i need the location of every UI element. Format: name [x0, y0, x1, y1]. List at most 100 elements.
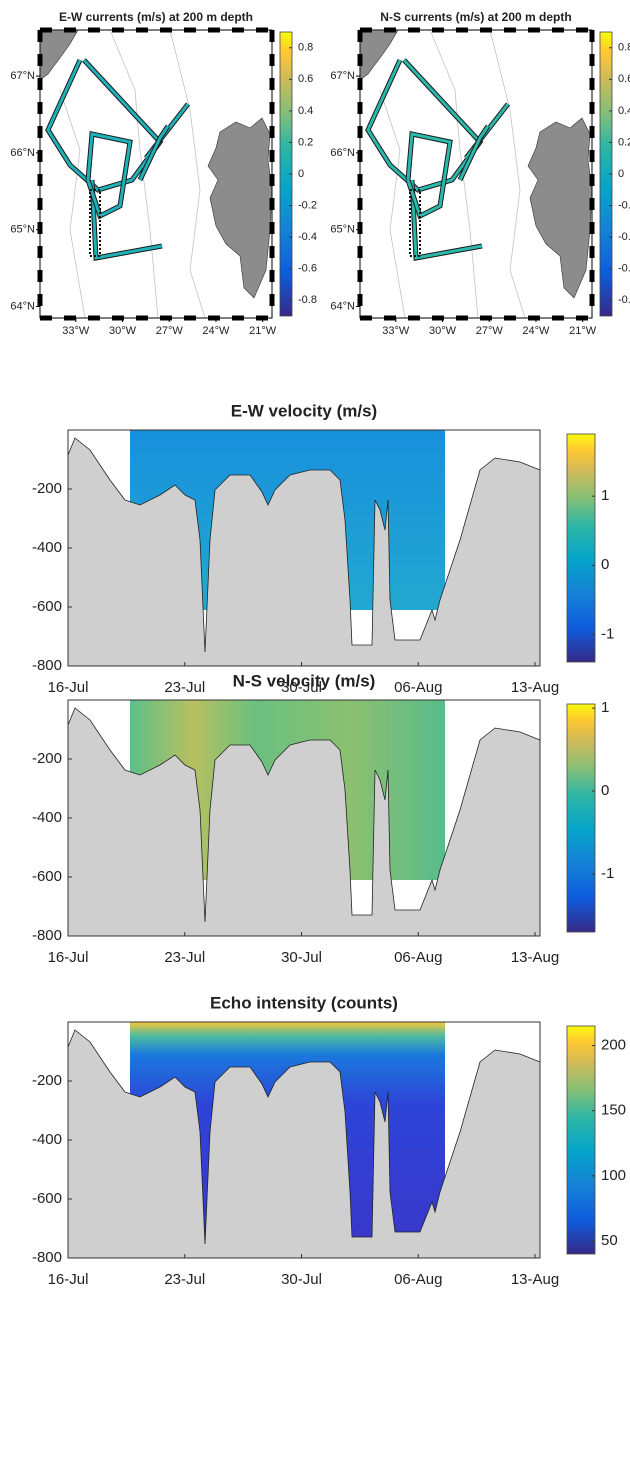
colorbar-tick-label: 0.2: [298, 136, 313, 148]
x-tick-label: 24°W: [202, 325, 230, 337]
section-title: Echo intensity (counts): [210, 993, 398, 1012]
y-tick-label: -200: [32, 1072, 62, 1089]
y-tick-label: -400: [32, 539, 62, 556]
colorbar-tick-label: -0.8: [618, 294, 630, 306]
x-tick-label: 21°W: [569, 325, 597, 337]
ship-track: [86, 132, 132, 219]
y-tick-label: 66°N: [10, 147, 35, 159]
y-tick-label: 64°N: [10, 300, 35, 312]
x-tick-label: 16-Jul: [48, 949, 89, 966]
land: [527, 117, 593, 299]
ship-track: [90, 179, 163, 260]
y-tick-label: -400: [32, 809, 62, 826]
x-tick-label: 21°W: [249, 325, 277, 337]
ship-track: [406, 132, 452, 219]
map-title: E-W currents (m/s) at 200 m depth: [59, 10, 253, 24]
x-tick-label: 30-Jul: [281, 1271, 322, 1288]
land: [207, 117, 273, 299]
colorbar-tick-label: 150: [601, 1102, 626, 1119]
seafloor: [67, 707, 541, 937]
x-tick-label: 30°W: [109, 325, 137, 337]
y-tick-label: -800: [32, 1249, 62, 1266]
seafloor: [67, 437, 541, 667]
y-tick-label: -200: [32, 480, 62, 497]
colorbar-tick-label: 1: [601, 487, 609, 504]
x-tick-label: 23-Jul: [164, 949, 205, 966]
isobath: [489, 29, 526, 319]
y-tick-label: 64°N: [330, 300, 355, 312]
x-tick-label: 13-Aug: [511, 679, 559, 696]
x-tick-label: 24°W: [522, 325, 550, 337]
colorbar-tick-label: -1: [601, 865, 614, 882]
colorbar: [566, 1025, 596, 1255]
isobath: [59, 89, 86, 319]
x-tick-label: 27°W: [156, 325, 184, 337]
y-tick-label: 65°N: [330, 224, 355, 236]
map-title: N-S currents (m/s) at 200 m depth: [380, 10, 571, 24]
x-tick-label: 30°W: [429, 325, 457, 337]
y-tick-label: -200: [32, 750, 62, 767]
colorbar-tick-label: 0: [601, 556, 609, 573]
colorbar-tick-label: 50: [601, 1232, 618, 1249]
y-tick-label: -600: [32, 868, 62, 885]
x-tick-label: 16-Jul: [48, 1271, 89, 1288]
colorbar-tick-label: 0.8: [618, 42, 630, 54]
y-tick-label: 67°N: [330, 70, 355, 82]
y-tick-label: 66°N: [330, 147, 355, 159]
x-tick-label: 23-Jul: [164, 1271, 205, 1288]
ship-track: [410, 179, 483, 260]
section-title: E-W velocity (m/s): [231, 401, 377, 420]
colorbar-tick-label: 0: [601, 782, 609, 799]
isobath: [379, 89, 406, 319]
x-tick-label: 06-Aug: [394, 949, 442, 966]
colorbar-tick-label: -0.2: [298, 199, 317, 211]
x-tick-label: 30-Jul: [281, 949, 322, 966]
colorbar-tick-label: 0.6: [298, 73, 313, 85]
x-tick-label: 27°W: [476, 325, 504, 337]
colorbar-tick-label: -0.2: [618, 199, 630, 211]
y-tick-label: 67°N: [10, 70, 35, 82]
colorbar-tick-label: 200: [601, 1037, 626, 1054]
seafloor: [67, 1029, 541, 1259]
isobath: [169, 29, 206, 319]
y-tick-label: -800: [32, 927, 62, 944]
isobath: [109, 29, 159, 319]
colorbar-tick-label: 0.2: [618, 136, 630, 148]
colorbar: [566, 433, 596, 663]
x-tick-label: 33°W: [382, 325, 410, 337]
colorbar: [566, 703, 596, 933]
track-hatch: [89, 189, 101, 257]
colorbar-tick-label: 0.4: [298, 105, 313, 117]
section-title: N-S velocity (m/s): [233, 671, 376, 690]
ship-track: [458, 125, 490, 181]
x-tick-label: 13-Aug: [511, 1271, 559, 1288]
x-tick-label: 06-Aug: [394, 1271, 442, 1288]
colorbar-tick-label: 0: [298, 168, 304, 180]
y-tick-label: -600: [32, 598, 62, 615]
colorbar-tick-label: 1: [601, 699, 609, 716]
x-tick-label: 16-Jul: [48, 679, 89, 696]
colorbar-tick-label: 0.4: [618, 105, 630, 117]
y-tick-label: -800: [32, 657, 62, 674]
x-tick-label: 30-Jul: [281, 679, 322, 696]
x-tick-label: 33°W: [62, 325, 90, 337]
y-tick-label: -600: [32, 1190, 62, 1207]
ship-track: [138, 125, 170, 181]
colorbar-tick-label: 100: [601, 1167, 626, 1184]
x-tick-label: 06-Aug: [394, 679, 442, 696]
colorbar-tick-label: 0.8: [298, 42, 313, 54]
colorbar-tick-label: -1: [601, 625, 614, 642]
x-tick-label: 13-Aug: [511, 949, 559, 966]
map-frame-line: [39, 29, 273, 319]
colorbar-tick-label: -0.4: [298, 231, 317, 243]
y-tick-label: -400: [32, 1131, 62, 1148]
isobath: [429, 29, 479, 319]
colorbar-tick-label: -0.8: [298, 294, 317, 306]
colorbar-tick-label: -0.6: [298, 263, 317, 275]
colorbar-tick-label: 0: [618, 168, 624, 180]
colorbar-tick-label: 0.6: [618, 73, 630, 85]
colorbar-tick-label: -0.6: [618, 263, 630, 275]
colorbar-tick-label: -0.4: [618, 231, 630, 243]
